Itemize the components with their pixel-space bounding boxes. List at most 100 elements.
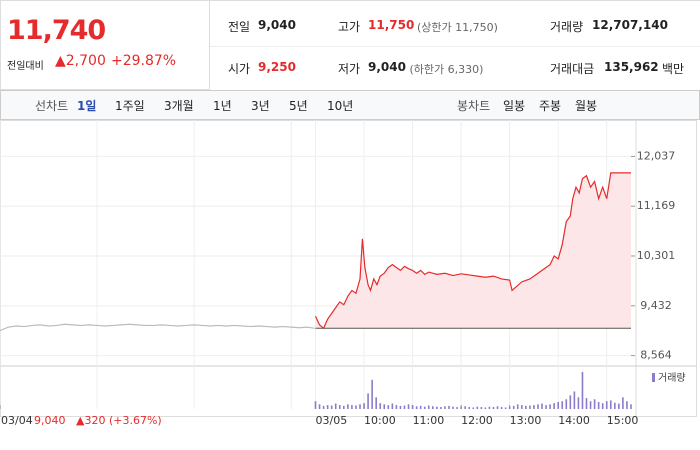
tab[interactable]: 주봉 (539, 99, 562, 113)
stat-value: 135,962 (604, 60, 659, 74)
x-tick-label: 03/04 (1, 414, 33, 427)
tabs: 선차트 1일 1주일 3개월 1년 3년 5년 10년 봉차트 일봉 주봉 월봉 (0, 90, 700, 120)
volume-bar (504, 407, 507, 409)
price: 11,740 (7, 15, 106, 46)
stat-label: 거래량 (550, 20, 584, 34)
tab[interactable]: 10년 (327, 99, 354, 113)
y-tick-label: 12,037 (637, 149, 676, 162)
stat-value: 12,707,140 (592, 18, 668, 32)
volume-bar (597, 401, 600, 409)
y-tick-label: 9,432 (640, 299, 672, 312)
volume-bar (549, 404, 551, 409)
volume-bar (529, 405, 531, 409)
x-tick-label: 13:00 (510, 414, 542, 427)
legend-label: 거래량 (658, 372, 686, 384)
volume-bar (492, 407, 495, 409)
footer-change: ▲320 (+3.67%) (76, 414, 162, 427)
volume-bar (496, 406, 499, 409)
price-line (314, 172, 631, 330)
volume-bar (375, 397, 377, 409)
volume-bar (427, 405, 430, 409)
volume-bar (585, 398, 588, 409)
tab[interactable]: 5년 (289, 99, 308, 113)
volume-bar (476, 406, 479, 409)
volume-bar (334, 403, 337, 409)
tab-label: 선차트 (35, 99, 69, 113)
tab[interactable]: 월봉 (575, 99, 598, 113)
volume-bar (537, 404, 539, 409)
x-tick-label: 03/05 (316, 414, 348, 427)
volume-bar (472, 407, 475, 409)
volume-bar (557, 401, 559, 409)
x-tick-label: 15:00 (607, 414, 639, 427)
volume-bar (480, 407, 483, 409)
y-tick-label: 8,564 (640, 349, 672, 362)
volume-bar (314, 401, 317, 409)
volume-bar (626, 401, 628, 409)
volume-bar (440, 407, 442, 409)
volume-bar (460, 406, 462, 409)
volume-bar (436, 406, 438, 409)
tab-label: 봉차트 (457, 99, 491, 113)
y-tick-label: 11,169 (637, 199, 676, 212)
volume-bar (338, 405, 341, 409)
volume-bar (326, 405, 329, 409)
volume-bar (541, 403, 543, 409)
area (315, 172, 631, 329)
volume-bar (387, 405, 390, 409)
volume-bar (512, 405, 515, 409)
tab[interactable]: 1년 (213, 99, 232, 113)
volume-bar (573, 391, 576, 409)
volume-bar (569, 395, 572, 409)
volume-bar (444, 406, 446, 409)
volume-bar (411, 405, 414, 409)
volume-bar (581, 371, 584, 409)
stats: 전일 9,040 고가 11,750 (상한가 11,750) 거래량 12,707,140… (210, 0, 700, 91)
volume-bar (488, 406, 491, 409)
stat-label: 고가 (338, 20, 361, 34)
x-tick-label: 12:00 (461, 414, 493, 427)
tab[interactable]: 1주일 (115, 99, 145, 113)
tab[interactable]: 일봉 (503, 99, 526, 113)
volume-bar (609, 400, 612, 409)
volume-bar (343, 405, 345, 409)
volume-bar (330, 405, 333, 409)
legend-swatch (652, 373, 655, 382)
volume-bar (355, 405, 357, 409)
volume-bar (432, 406, 434, 409)
chart: 8,564 9,432 10,301 11,169 12,037 03/04 03/05 10… (0, 120, 697, 427)
volume-bar (322, 405, 325, 409)
volume-bar (561, 401, 564, 409)
stat-label: 저가 (338, 62, 361, 76)
x-tick-label: 10:00 (364, 414, 396, 427)
volume-bar (508, 406, 511, 409)
volume-bar (371, 379, 373, 409)
tab[interactable]: 1일 (77, 99, 97, 113)
volume-bar (618, 403, 620, 409)
volume-bar (589, 401, 592, 409)
volume-bar (403, 405, 406, 409)
stat-label: 거래대금 (550, 62, 595, 76)
volume-bar (399, 405, 402, 409)
tab[interactable]: 3년 (251, 99, 270, 113)
volume-bar (363, 403, 365, 409)
stat-label: 전일 (228, 20, 251, 34)
stat-value: 9,040 (258, 18, 296, 32)
volume-bar (448, 405, 450, 409)
volume-bar (520, 405, 523, 409)
volume-bar (553, 403, 555, 409)
volume-bar (318, 404, 321, 409)
volume-bar (601, 403, 604, 409)
volume-bar (622, 397, 624, 409)
change-label: 전일대비 (7, 61, 44, 72)
stat-value: 9,250 (258, 60, 296, 74)
volume-bar (379, 403, 382, 409)
volume-bar (419, 405, 422, 409)
stat-value: 9,040 (368, 60, 406, 74)
volume-bar (630, 404, 632, 409)
volume-bar (605, 401, 608, 409)
volume-bar (577, 397, 580, 409)
tab[interactable]: 3개월 (164, 99, 194, 113)
volume-bar (500, 407, 503, 409)
